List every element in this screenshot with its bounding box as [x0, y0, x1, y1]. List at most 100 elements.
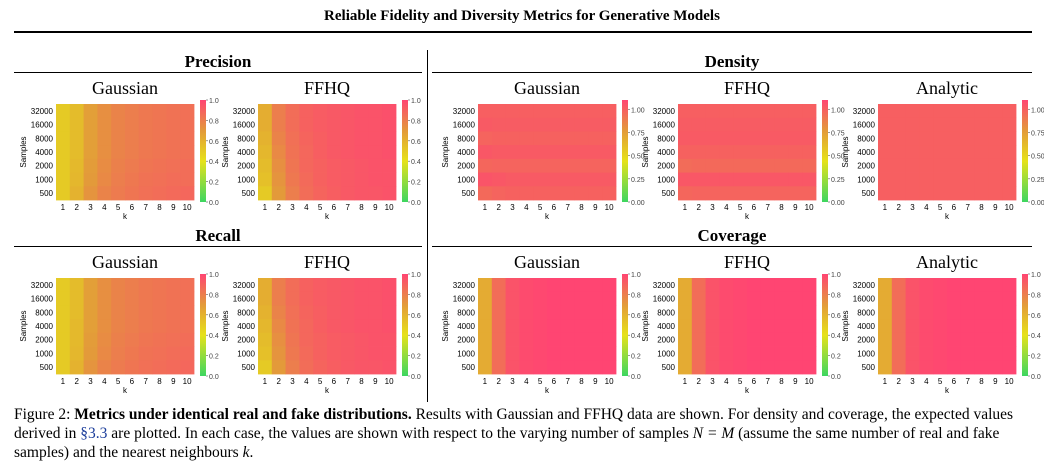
heatmap-cell: [505, 278, 520, 293]
heatmap-cell: [313, 291, 328, 306]
x-tick-label: 9: [171, 377, 176, 386]
y-tick-label: 16000: [453, 121, 476, 130]
x-tick-label: 1: [883, 203, 888, 212]
heatmap-cell: [947, 131, 962, 146]
heatmap-cell: [747, 305, 762, 320]
y-tick-label: 500: [242, 189, 256, 198]
heatmap-cell: [547, 172, 562, 187]
x-tick-label: 9: [373, 377, 378, 386]
heatmap-cell: [719, 278, 734, 293]
x-tick-label: 10: [1005, 203, 1014, 212]
x-tick-label: 4: [524, 377, 529, 386]
heatmap-cell: [691, 291, 706, 306]
heatmap-cell: [83, 346, 98, 361]
heatmap-cell: [705, 104, 720, 119]
heatmap-cell: [947, 145, 962, 160]
coverage-gaussian-svg: Gaussian 32000 16000 8000 4000 2000 1000 500 1 2 3…: [441, 252, 641, 395]
heatmap-cell: [56, 305, 71, 320]
x-tick-label: 3: [290, 203, 295, 212]
x-tick-label: 4: [924, 377, 929, 386]
x-tick-label: 9: [993, 377, 998, 386]
heatmap-cell: [774, 158, 789, 173]
x-tick-label: 2: [696, 203, 701, 212]
colorbar-tick-label: 0.2: [831, 354, 841, 361]
x-tick-label: 6: [332, 377, 337, 386]
heatmap-cell: [974, 104, 989, 119]
heatmap-cell: [299, 305, 314, 320]
x-tick-label: 3: [910, 377, 915, 386]
x-axis-label: k: [745, 386, 750, 395]
heatmap-cell: [340, 278, 355, 293]
caption-section-link[interactable]: §3.3: [80, 425, 108, 442]
x-tick-label: 7: [565, 377, 570, 386]
heatmap-cell: [919, 346, 934, 361]
heatmap-cell: [382, 117, 397, 132]
heatmap-cell: [1002, 117, 1017, 132]
x-axis-label: k: [325, 212, 330, 221]
colorbar-tick-label: 0.8: [1031, 292, 1041, 299]
heatmap-cell: [560, 172, 575, 187]
x-tick-label: 10: [385, 203, 394, 212]
heatmap-cell: [166, 291, 181, 306]
heatmap-cell: [533, 346, 548, 361]
colorbar-tick-label: 0.6: [631, 313, 641, 320]
x-tick-label: 5: [938, 203, 943, 212]
x-tick-label: 6: [130, 203, 135, 212]
heatmap-cell: [258, 186, 273, 201]
heatmap-cell: [491, 291, 506, 306]
heatmap-cell: [705, 346, 720, 361]
heatmap-cell: [678, 305, 693, 320]
heatmap-cell: [547, 360, 562, 375]
heatmap-cell: [285, 104, 300, 119]
heatmap-cell: [478, 332, 493, 347]
heatmap-cell: [258, 172, 273, 187]
heatmap-cell: [505, 291, 520, 306]
heatmap-cell: [560, 104, 575, 119]
colorbar-tick-label: 0.75: [831, 130, 845, 137]
heatmap-cell: [691, 117, 706, 132]
heatmap-cell: [602, 332, 617, 347]
heatmap-cell: [947, 332, 962, 347]
heatmap-cell: [691, 104, 706, 119]
y-tick-label: 8000: [657, 134, 675, 143]
y-tick-label: 4000: [457, 148, 475, 157]
heatmap-cell: [97, 319, 112, 334]
heatmap-cell: [271, 305, 286, 320]
heatmap-cell: [519, 346, 534, 361]
y-axis-label: Samples: [221, 310, 230, 341]
heatmap-cell: [988, 291, 1003, 306]
heatmap-cell: [602, 172, 617, 187]
heatmap-cell: [138, 291, 153, 306]
heatmap-cell: [960, 104, 975, 119]
colorbar-tick-label: 0.2: [209, 354, 219, 361]
x-tick-label: 10: [385, 377, 394, 386]
heatmap-cell: [747, 117, 762, 132]
heatmap-cell: [574, 104, 589, 119]
heatmap-cell: [299, 104, 314, 119]
heatmap-cell: [919, 172, 934, 187]
x-tick-label: 5: [538, 377, 543, 386]
heatmap-cell: [382, 291, 397, 306]
heatmap-cell: [905, 291, 920, 306]
heatmap-cell: [905, 104, 920, 119]
y-axis-label: Samples: [841, 310, 850, 341]
heatmap-cell: [56, 145, 71, 160]
heatmap-cell: [547, 278, 562, 293]
heatmap-cell: [313, 360, 328, 375]
x-axis-label: k: [545, 386, 550, 395]
heatmap-cell: [705, 319, 720, 334]
heatmap-cell: [760, 158, 775, 173]
y-tick-label: 1000: [35, 349, 53, 358]
heatmap-cell: [919, 145, 934, 160]
x-tick-label: 9: [373, 203, 378, 212]
heatmap-cell: [519, 332, 534, 347]
heatmap-cell: [747, 332, 762, 347]
heatmap-cell: [299, 346, 314, 361]
heatmap-cell: [505, 360, 520, 375]
heatmap-cell: [125, 104, 140, 119]
x-tick-label: 2: [74, 377, 79, 386]
heatmap-cell: [678, 186, 693, 201]
heatmap-cell: [1002, 332, 1017, 347]
colorbar-tick-label: 0.50: [1031, 154, 1044, 161]
heatmap-cell: [588, 158, 603, 173]
